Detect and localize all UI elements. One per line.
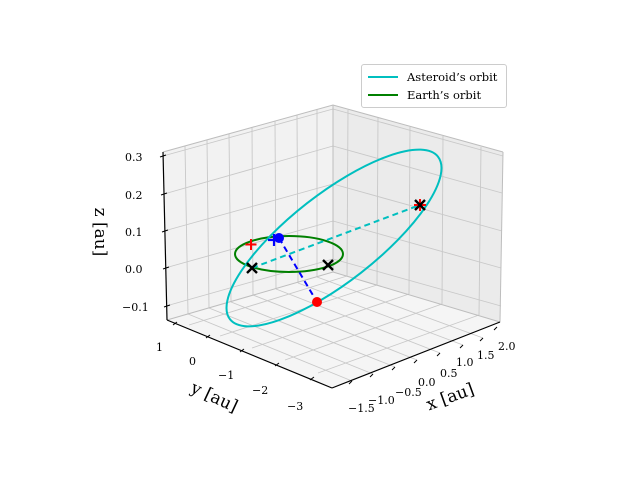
svg-text:−1.5: −1.5: [348, 402, 375, 415]
legend-label-asteroid: Asteroid’s orbit: [407, 70, 498, 84]
z-tick-labels: 0.3 0.2 0.1 0.0 −0.1: [122, 151, 149, 314]
x-tick-labels: −1.5 −1.0 −0.5 0.0 0.5 1.0 1.5 2.0: [348, 340, 516, 415]
asteroids-orbit: [225, 148, 443, 328]
svg-text:0.3: 0.3: [125, 151, 143, 164]
svg-text:−2: −2: [252, 384, 268, 397]
legend-swatch-earth: [368, 94, 398, 96]
legend-swatch-asteroid: [368, 76, 398, 78]
svg-text:1.0: 1.0: [456, 356, 474, 369]
svg-text:−1.0: −1.0: [368, 394, 395, 407]
legend: Asteroid’s orbit Earth’s orbit: [361, 64, 507, 108]
svg-text:−0.1: −0.1: [122, 301, 149, 314]
y-tick-labels: 1 0 −1 −2 −3: [156, 341, 303, 413]
svg-text:−1: −1: [218, 369, 234, 382]
earths-orbit: [234, 235, 344, 273]
svg-text:0: 0: [189, 355, 196, 368]
svg-text:−0.5: −0.5: [395, 386, 422, 399]
svg-text:0.0: 0.0: [418, 376, 436, 389]
back-right-pane: [333, 105, 503, 322]
x-axis-line: [331, 321, 501, 389]
legend-item-asteroid: Asteroid’s orbit: [368, 69, 497, 85]
axis-lines: [162, 151, 501, 389]
y-axis-line: [166, 319, 333, 389]
svg-text:0.1: 0.1: [125, 226, 143, 239]
node-marker-right: [322, 259, 334, 271]
z-axis-label: z [au]: [90, 208, 110, 257]
ticks: [159, 154, 498, 385]
node-marker-left: [246, 262, 258, 274]
projection-line: [278, 237, 318, 303]
grid-lines: [162, 108, 504, 382]
floor-pane: [167, 272, 500, 388]
svg-text:2.0: 2.0: [498, 340, 516, 353]
svg-text:1.5: 1.5: [477, 349, 495, 362]
svg-text:0.5: 0.5: [440, 367, 458, 380]
legend-item-earth: Earth’s orbit: [368, 87, 481, 103]
y-axis-label: y [au]: [187, 378, 241, 417]
svg-text:−3: −3: [287, 400, 303, 413]
node-marker-asteroid: [414, 199, 426, 211]
legend-label-earth: Earth’s orbit: [407, 88, 482, 102]
svg-text:0.2: 0.2: [125, 189, 143, 202]
red-plus-marker: [245, 239, 257, 250]
svg-text:1: 1: [156, 341, 163, 354]
asteroid-position-marker: [274, 233, 284, 243]
back-left-pane: [163, 105, 333, 320]
svg-text:0.0: 0.0: [125, 263, 143, 276]
z-axis-line: [162, 151, 168, 321]
projected-point-marker: [312, 297, 322, 307]
